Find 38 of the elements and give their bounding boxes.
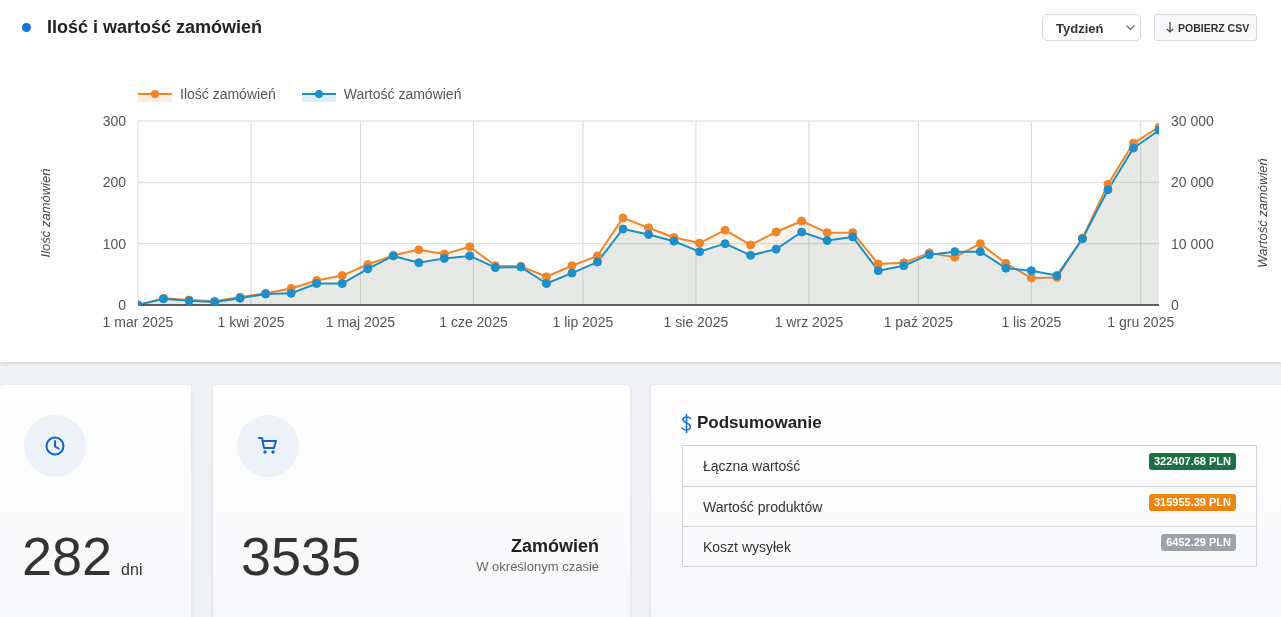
x-tick-label: 1 cze 2025 — [439, 313, 508, 330]
chart-title: Ilość i wartość zamówień — [47, 16, 263, 38]
y2-tick-label: 20 000 — [1171, 174, 1215, 191]
text: POBIERZ CSV — [1178, 22, 1250, 34]
text: 3535 — [241, 525, 362, 587]
x-tick-label: 1 paź 2025 — [883, 313, 954, 330]
legend-label: Ilość zamówień — [180, 86, 276, 102]
y-axis-title: Ilość zamówień — [37, 168, 53, 258]
y-tick-label: 0 — [118, 296, 127, 313]
y2-tick-label: 30 000 — [1171, 112, 1215, 129]
value-badge: 322407.68 PLN — [1148, 453, 1236, 470]
x-tick-label: 1 lis 2025 — [1001, 313, 1062, 330]
text: 282 — [22, 525, 113, 587]
y2-tick-label: 10 000 — [1171, 235, 1215, 252]
summary-table: Łączna wartość 322407.68 PLN Wartość produktów 315955.39 PLN Koszt wysyłek 6452.29 PLN — [682, 445, 1257, 567]
x-tick-label: 1 lip 2025 — [552, 313, 614, 330]
legend-label: Wartość zamówień — [343, 86, 462, 102]
text: Podsumowanie — [697, 413, 822, 433]
x-tick-label: 1 kwi 2025 — [217, 313, 285, 330]
category-label: Koszt wysyłek — [703, 539, 791, 555]
value-badge: 6452.29 PLN — [1161, 534, 1236, 551]
x-tick-label: 1 sie 2025 — [663, 313, 729, 330]
x-tick-label: 1 wrz 2025 — [774, 313, 844, 330]
x-tick-label: 1 gru 2025 — [1107, 313, 1175, 330]
y-tick-label: 200 — [102, 174, 127, 191]
text: Tydzień — [1056, 21, 1104, 36]
y2-tick-label: 0 — [1171, 296, 1179, 313]
category-label: Wartość produktów — [703, 499, 823, 515]
x-tick-label: 1 mar 2025 — [102, 313, 174, 330]
text: W określonym czasie — [476, 559, 599, 574]
y-tick-label: 300 — [102, 112, 127, 129]
y2-axis-title: Wartość zamówień — [1254, 158, 1270, 268]
value-badge: 315955.39 PLN — [1148, 494, 1236, 511]
text: dni — [121, 561, 143, 579]
x-tick-label: 1 maj 2025 — [325, 313, 396, 330]
y-tick-label: 100 — [102, 235, 127, 252]
category-label: Łączna wartość — [703, 458, 801, 474]
text: Zamówień — [510, 535, 599, 557]
